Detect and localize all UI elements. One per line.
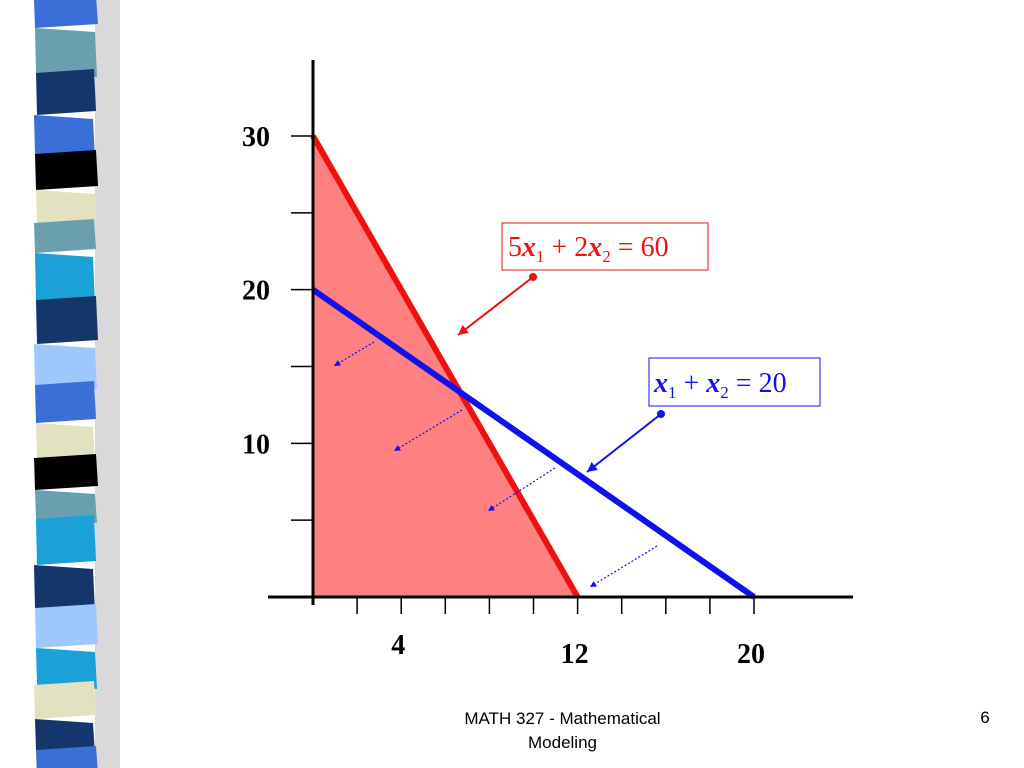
y-tick-label: 20 [242, 276, 270, 307]
strip-band [34, 115, 95, 158]
equation-label-constraint1: 5x1 + 2x2 = 60 [501, 222, 709, 271]
eq1-sub1: 1 [536, 247, 545, 266]
equation-text-constraint2: x1 + x2 = 20 [653, 368, 787, 402]
strip-band [36, 69, 96, 115]
footer-course-title: MATH 327 - Mathematical Modeling [464, 709, 661, 752]
eq2-mid: + [677, 368, 707, 399]
strip-shadow [95, 0, 120, 768]
strip-band [34, 681, 96, 719]
x-tick-label: 20 [737, 639, 765, 670]
arrow-head [334, 360, 341, 366]
feasible-direction-arrow [393, 409, 463, 452]
eq1-coef: 5 [508, 232, 522, 263]
eq2-var-x: x [653, 368, 668, 399]
strip-band [34, 0, 98, 28]
arrow-head [394, 445, 401, 451]
arrow-head [587, 462, 598, 472]
arrow-head [590, 581, 597, 587]
pointer-arrow-constraint1 [457, 276, 534, 336]
eq1-rhs: = 60 [611, 232, 669, 263]
strip-band [36, 515, 96, 565]
strip-band [36, 648, 97, 689]
strip-band [36, 746, 98, 768]
eq2-var-x2: x [705, 368, 720, 399]
strip-band [34, 344, 97, 389]
strip-band [36, 190, 97, 227]
strip-band [35, 381, 96, 423]
strip-band [34, 454, 98, 490]
eq1-var-x: x [521, 232, 536, 263]
eq1-mid: + 2 [545, 232, 589, 263]
strip-band [35, 253, 95, 304]
strip-band [35, 719, 95, 754]
y-tick-label: 30 [242, 122, 270, 153]
equation-label-constraint2: x1 + x2 = 20 [648, 357, 821, 407]
arrow-head [488, 504, 495, 511]
eq2-sub2: 2 [720, 383, 729, 402]
feasible-direction-arrow [589, 545, 658, 588]
strip-band [34, 219, 96, 253]
eq1-sub2: 2 [602, 247, 611, 266]
decorative-sidebar-strip [34, 0, 120, 768]
constraint-line-1 [310, 134, 581, 599]
strip-band [36, 296, 98, 344]
strip-band [36, 423, 95, 462]
strip-band [35, 490, 97, 523]
strip-band [35, 28, 97, 77]
x-tick-label: 4 [391, 630, 405, 661]
equation-box-constraint2 [648, 357, 821, 407]
strip-band [35, 604, 98, 648]
feasible-direction-arrow [487, 467, 556, 512]
constraint-line-2 [311, 287, 756, 600]
equation-box-constraint1 [501, 222, 709, 271]
strip-band [34, 565, 95, 612]
strip-band [35, 150, 98, 190]
eq2-sub1: 1 [668, 383, 677, 402]
pointer-arrow-constraint2 [586, 413, 662, 473]
eq1-var-x2: x [587, 232, 602, 263]
eq2-rhs: = 20 [729, 368, 787, 399]
y-tick-label: 10 [242, 429, 270, 460]
x-tick-label: 12 [561, 639, 589, 670]
arrow-head [458, 325, 469, 335]
slide-number: 6 [980, 708, 990, 727]
equation-text-constraint1: 5x1 + 2x2 = 60 [508, 232, 669, 266]
